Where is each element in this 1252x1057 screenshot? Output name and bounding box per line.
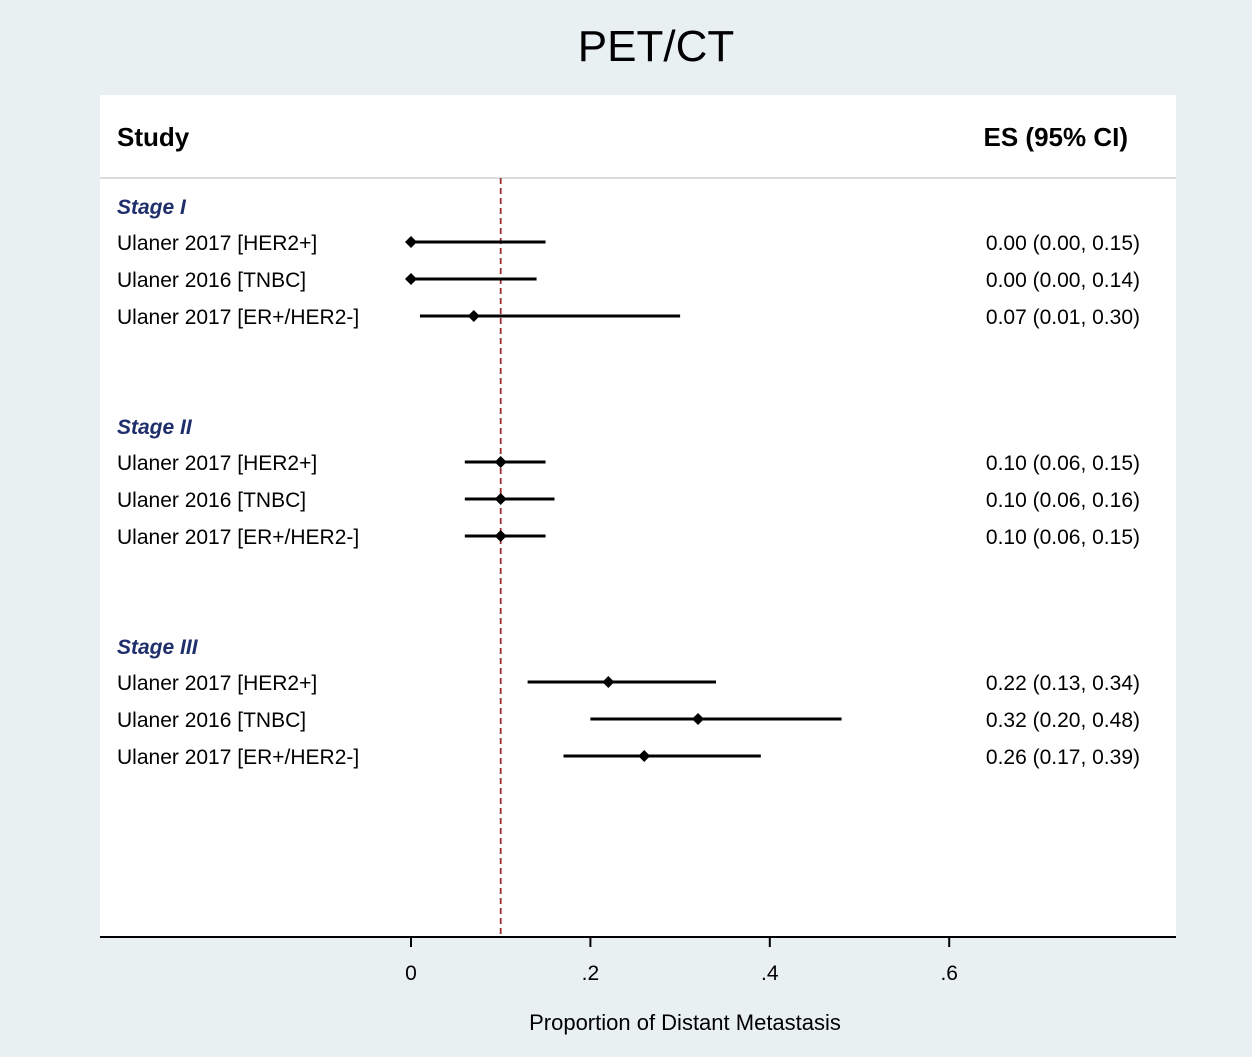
x-tick-label: .2 [582,962,600,985]
study-label: Ulaner 2016 [TNBC] [117,269,306,292]
x-axis-label: Proportion of Distant Metastasis [529,1010,841,1035]
es-ci-text: 0.10 (0.06, 0.16) [986,489,1140,512]
study-label: Ulaner 2016 [TNBC] [117,489,306,512]
es-ci-text: 0.22 (0.13, 0.34) [986,672,1140,695]
es-ci-text: 0.07 (0.01, 0.30) [986,306,1140,329]
es-ci-text: 0.00 (0.00, 0.15) [986,232,1140,255]
point-marker [494,493,507,505]
chart-title: PET/CT [577,22,735,71]
x-tick-label: .4 [761,962,779,985]
study-label: Ulaner 2017 [ER+/HER2-] [117,746,359,769]
study-label: Ulaner 2016 [TNBC] [117,709,306,732]
plot-area [100,95,1176,937]
point-marker [692,713,705,725]
study-label: Ulaner 2017 [HER2+] [117,672,317,695]
group-label: Stage I [117,196,187,219]
es-ci-text: 0.10 (0.06, 0.15) [986,452,1140,475]
group-label: Stage II [117,416,193,439]
header-study: Study [117,122,190,152]
es-ci-text: 0.10 (0.06, 0.15) [986,526,1140,549]
study-label: Ulaner 2017 [ER+/HER2-] [117,306,359,329]
point-marker [467,310,480,322]
point-marker [405,236,417,248]
es-ci-text: 0.32 (0.20, 0.48) [986,709,1140,732]
point-marker [494,530,507,542]
x-tick-label: 0 [405,962,417,985]
study-label: Ulaner 2017 [HER2+] [117,452,317,475]
header-es: ES (95% CI) [984,122,1129,152]
point-marker [494,456,507,468]
es-ci-text: 0.00 (0.00, 0.14) [986,269,1140,292]
es-ci-text: 0.26 (0.17, 0.39) [986,746,1140,769]
study-label: Ulaner 2017 [ER+/HER2-] [117,526,359,549]
group-label: Stage III [117,636,199,659]
study-label: Ulaner 2017 [HER2+] [117,232,317,255]
point-marker [405,273,417,285]
point-marker [638,750,651,762]
point-marker [602,676,615,688]
x-tick-label: .6 [940,962,958,985]
